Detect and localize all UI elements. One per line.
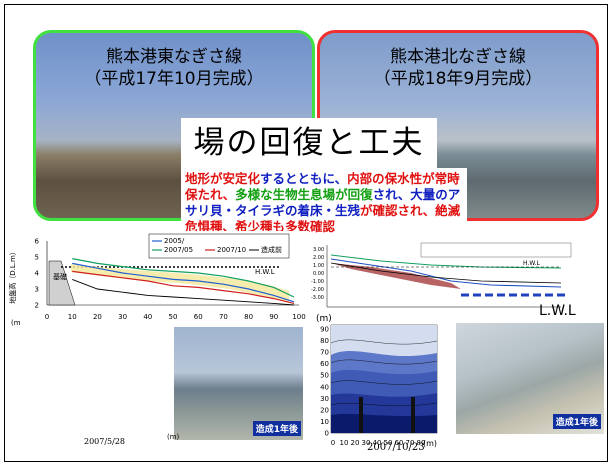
badge-left: 造成1年後 <box>252 421 301 436</box>
contour-x-tick: 50 <box>384 439 393 447</box>
slide: 熊本港東なぎさ線 （平成17年10月完成） 熊本港北なぎさ線 （平成18年9月完… <box>4 4 608 462</box>
profile-chart-right: 3.00 2.00 1.00 0.00 -1.00 -2.00 -3.00 H.W.L L… <box>311 241 601 321</box>
left-chart-x-tick: 80 <box>244 313 253 321</box>
desc-part-2: するとともに、 <box>260 171 348 186</box>
left-chart-x-tick: 100 <box>292 313 305 321</box>
contour-y-tick: 50 <box>320 372 329 380</box>
series-line-3 <box>72 270 295 304</box>
contour-y-tick: 20 <box>320 406 329 414</box>
desc-part-3: 内部の保水性が常時保たれ、 <box>185 171 460 202</box>
contour-x-tick: 30 <box>362 439 371 447</box>
left-chart-x-tick: 0 <box>45 313 49 321</box>
legend-2007-10: 2007/10 <box>217 246 246 254</box>
right-chart-hwl: H.W.L <box>523 260 540 267</box>
contour-y-unit: (m) <box>316 314 332 324</box>
panel-left-title: 熊本港東なぎさ線 <box>106 47 242 67</box>
contour-x-tick: 40 <box>373 439 382 447</box>
left-chart-x-tick: 10 <box>68 313 77 321</box>
svg-text:3.00: 3.00 <box>313 247 324 253</box>
structure-block <box>48 260 76 306</box>
left-chart-x-tick: 60 <box>194 313 203 321</box>
left-chart-legend <box>148 233 290 259</box>
left-chart-y-tick: 3 <box>35 286 39 294</box>
desc-part-7: が確認され、絶滅危惧種、希少種も多数確認 <box>185 203 461 234</box>
left-chart-y-tick: 2 <box>35 302 39 310</box>
photo-after-one-year-left: 造成1年後 <box>174 327 303 440</box>
contour-y-ticks: 90 80 70 60 50 40 30 20 10 0 <box>320 326 329 438</box>
contour-y-tick: 0 <box>325 430 329 438</box>
panel-right-subtitle: （平成18年9月完成） <box>373 69 543 89</box>
structure-label: 基礎 <box>53 272 67 281</box>
contour-x-unit: (m) <box>423 439 437 448</box>
series-line-4 <box>72 278 294 306</box>
contour-x-tick: 80 <box>417 439 426 447</box>
left-chart-y-tick: 6 <box>35 238 40 246</box>
contour-y-tick: 60 <box>320 360 329 368</box>
left-chart-x-tick: 70 <box>219 313 228 321</box>
contour-y-tick: 70 <box>320 349 329 357</box>
contour-y-tick: 30 <box>320 395 329 403</box>
contour-x-tick: 20 <box>351 439 360 447</box>
left-chart-ylabel: 地盤高（D.L.m） <box>9 248 17 304</box>
left-chart-x-unit: (m <box>11 319 21 327</box>
legend-before: 造成前 <box>261 245 282 254</box>
svg-text:-3.00: -3.00 <box>311 295 324 301</box>
legend-2007-05: 2007/05 <box>164 246 193 254</box>
left-chart-y-ticks: 6 5 4 3 2 <box>35 238 40 310</box>
contour-y-tick: 10 <box>320 418 329 426</box>
photo-after-one-year-right: 造成1年後 <box>456 323 604 434</box>
desc-part-4: 多様な生物生息場が回復 <box>235 187 373 202</box>
contour-x-tick: 10 <box>340 439 349 447</box>
contour-x-tick: 70 <box>406 439 415 447</box>
left-chart-x-tick: 50 <box>169 313 178 321</box>
contour-x-tick: 0 <box>331 439 335 447</box>
fill-section <box>331 263 461 289</box>
legend-2005: 2005/ <box>164 237 185 245</box>
contour-y-tick: 40 <box>320 383 329 391</box>
left-chart-x-ticks: 0 10 20 30 40 50 60 70 80 90 100 <box>45 313 306 321</box>
series-line-2 <box>72 258 295 298</box>
heading: 場の回復と工夫 <box>181 118 437 168</box>
left-chart-y-tick: 4 <box>35 270 40 278</box>
svg-text:-2.00: -2.00 <box>311 287 324 293</box>
m-label: (m) <box>167 433 180 441</box>
panel-left-subtitle: （平成17年10月完成） <box>84 69 264 89</box>
svg-text:2.00: 2.00 <box>313 255 324 261</box>
date-center: 2007/10/23 <box>367 442 425 453</box>
desc-part-5: され、 <box>372 187 411 202</box>
desc-part-1: 地形が安定化 <box>185 171 261 186</box>
contour-y-tick: 80 <box>320 337 329 345</box>
left-chart-x-tick: 30 <box>118 313 127 321</box>
series-line-1 <box>72 262 295 303</box>
left-chart-series <box>72 258 295 306</box>
contour-y-tick: 90 <box>320 326 329 334</box>
contour-x-tick: 60 <box>395 439 404 447</box>
svg-text:-1.00: -1.00 <box>311 279 324 285</box>
left-chart-x-tick: 20 <box>93 313 102 321</box>
svg-text:1.00: 1.00 <box>313 263 324 269</box>
panel-right-title: 熊本港北なぎさ線 <box>390 47 526 67</box>
desc-part-6: 大量のアサリ貝・タイラギの着床・生残 <box>185 187 461 218</box>
right-chart-lwl: L.W.L <box>539 303 576 319</box>
hwl-label: H.W.L <box>255 268 275 276</box>
left-chart-x-tick: 90 <box>269 313 278 321</box>
badge-right: 造成1年後 <box>552 414 601 429</box>
left-chart-y-tick: 5 <box>35 254 39 262</box>
date-left: 2007/5/28 <box>84 437 126 446</box>
svg-text:0.00: 0.00 <box>313 271 324 277</box>
left-chart-x-tick: 40 <box>143 313 152 321</box>
contour-x-ticks: 0 10 20 30 40 50 60 70 80 <box>331 439 426 447</box>
